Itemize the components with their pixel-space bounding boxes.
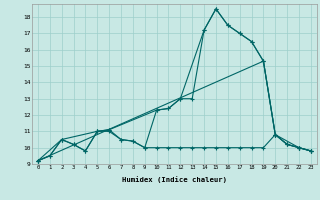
X-axis label: Humidex (Indice chaleur): Humidex (Indice chaleur) <box>122 176 227 183</box>
